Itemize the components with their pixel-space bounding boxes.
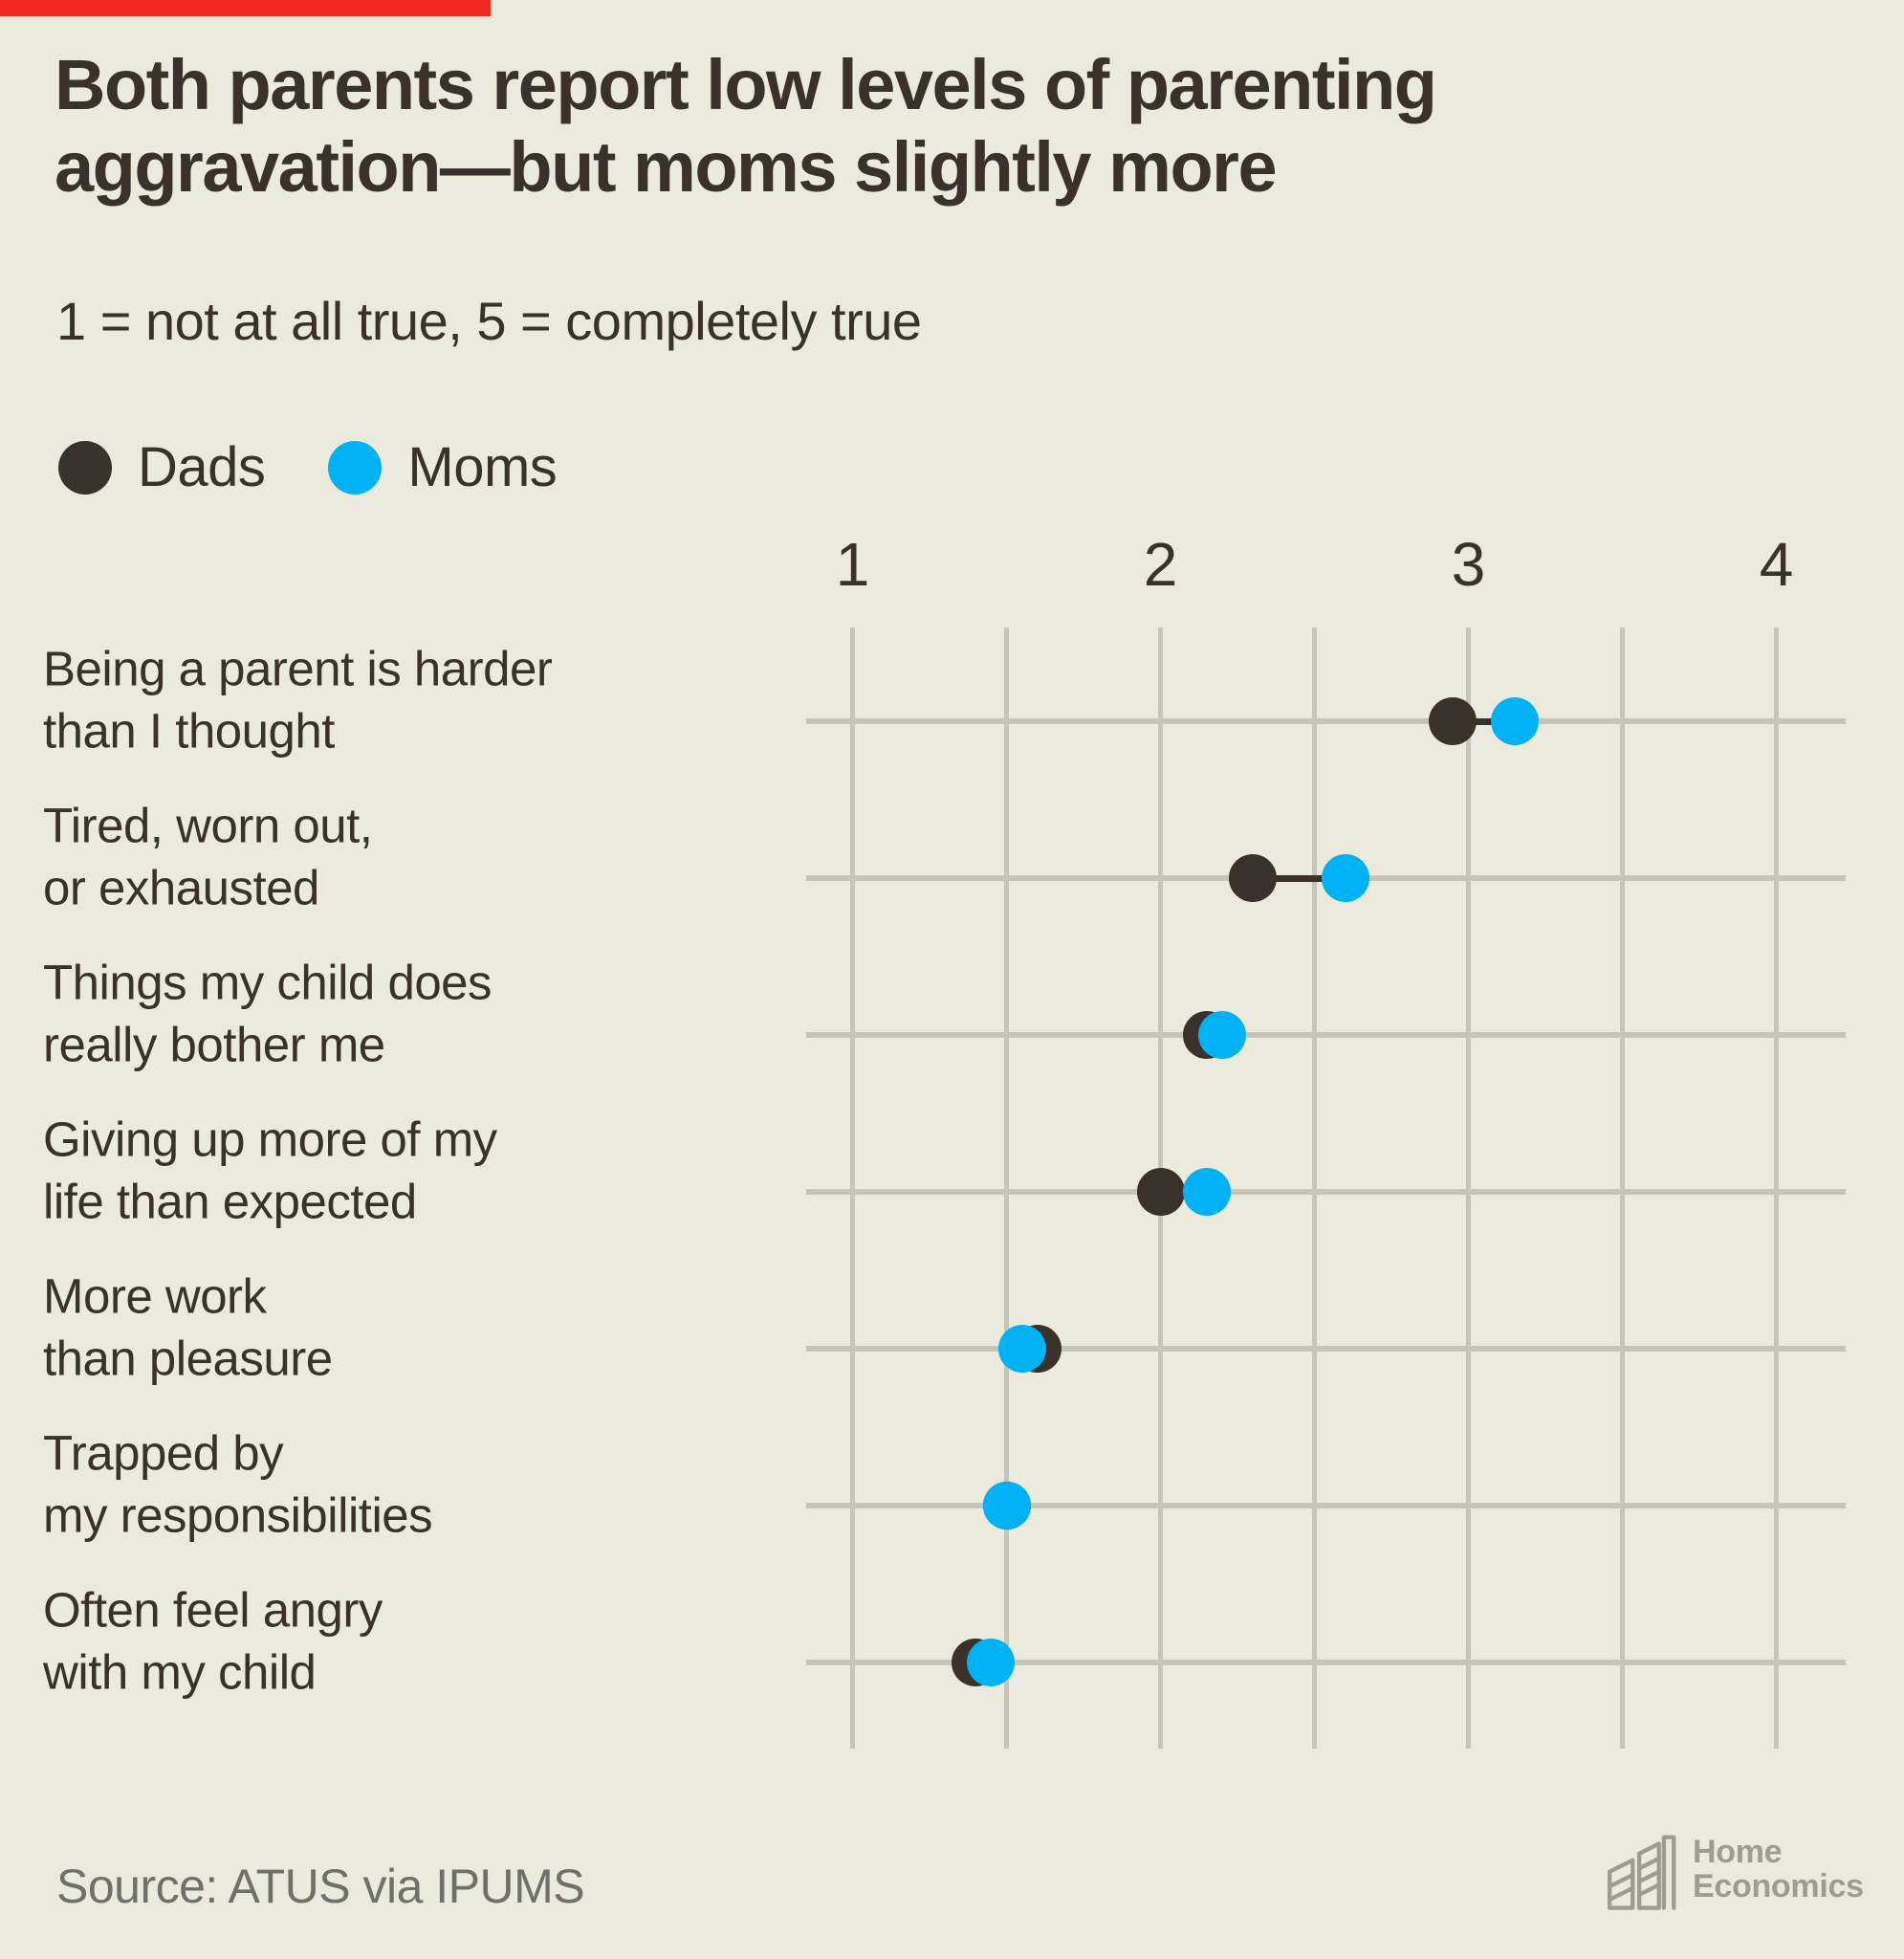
moms-legend-label: Moms (407, 436, 558, 498)
x-gridline (1466, 627, 1471, 1749)
category-label: Trapped by my responsibilities (43, 1422, 799, 1548)
logo-wordmark: Home Economics (1693, 1836, 1864, 1904)
category-label-line: Things my child does (43, 955, 492, 1010)
moms-dot (1182, 1168, 1231, 1216)
category-label-line: Being a parent is harder (43, 641, 553, 696)
category-label: Giving up more of my life than expected (43, 1109, 799, 1234)
category-label-line: with my child (43, 1645, 317, 1700)
category-label: Tired, worn out, or exhausted (43, 795, 799, 920)
legend: Dads Moms (58, 435, 558, 499)
x-tick-label: 3 (1451, 530, 1486, 599)
x-gridline (1620, 627, 1625, 1749)
category-label-line: or exhausted (43, 861, 319, 915)
chart-title-line1: Both parents report low levels of parent… (55, 45, 1437, 124)
category-label-line: Trapped by (43, 1425, 284, 1481)
chart-title-line2: aggravation—but moms slightly more (55, 126, 1278, 207)
legend-item-dads: Dads (58, 435, 266, 499)
logo-word-economics: Economics (1693, 1868, 1864, 1904)
row-gridline (806, 1346, 1846, 1352)
x-tick-label: 1 (835, 530, 870, 599)
category-label-line: than I thought (43, 704, 335, 759)
category-label-line: Giving up more of my (43, 1112, 497, 1167)
x-gridline (1004, 627, 1009, 1749)
source-note: Source: ATUS via IPUMS (56, 1860, 585, 1913)
moms-dot (1490, 697, 1539, 745)
row-gridline (806, 1503, 1846, 1508)
x-gridline (1312, 627, 1317, 1749)
moms-dot (967, 1639, 1016, 1686)
category-label-line: Often feel angry (43, 1582, 383, 1638)
buildings-icon (1608, 1835, 1676, 1910)
chart-title: Both parents report low levels of parent… (55, 44, 1776, 209)
dads-dot (1136, 1168, 1185, 1216)
category-label: Being a parent is harder than I thought (43, 638, 799, 763)
x-tick-label: 2 (1143, 530, 1178, 599)
x-gridline (850, 627, 855, 1749)
moms-legend-dot-icon (328, 440, 383, 495)
category-label-line: really bother me (43, 1018, 385, 1072)
accent-bar (0, 0, 491, 16)
dumbbell-connector (1453, 717, 1515, 725)
category-label-line: my responsibilities (43, 1488, 433, 1543)
dads-dot (1429, 697, 1477, 745)
row-gridline (806, 1660, 1846, 1665)
home-economics-logo: Home Economics (1603, 1829, 1864, 1911)
moms-dot (997, 1325, 1046, 1373)
row-gridline (806, 1189, 1846, 1195)
row-gridline (806, 1032, 1846, 1038)
logo-word-home: Home (1693, 1834, 1783, 1871)
category-label: More work than pleasure (43, 1266, 799, 1391)
category-label-line: More work (43, 1268, 267, 1324)
dumbbell-connector (1253, 874, 1346, 882)
moms-dot (1321, 854, 1369, 902)
row-gridline (806, 718, 1846, 724)
moms-dot (1197, 1011, 1246, 1059)
category-label-line: life than expected (43, 1175, 417, 1229)
category-label-line: than pleasure (43, 1332, 333, 1386)
category-label: Often feel angry with my child (43, 1579, 799, 1705)
category-label-line: Tired, worn out, (43, 798, 373, 853)
x-tick-label: 4 (1759, 530, 1794, 599)
dads-legend-dot-icon (58, 440, 112, 495)
chart-subtitle: 1 = not at all true, 5 = completely true (56, 291, 922, 351)
moms-dot (982, 1482, 1031, 1530)
category-label: Things my child does really bother me (43, 952, 799, 1077)
x-gridline (1774, 627, 1779, 1749)
dads-dot (1229, 854, 1278, 902)
legend-item-moms: Moms (328, 435, 558, 499)
dads-legend-label: Dads (138, 436, 266, 498)
